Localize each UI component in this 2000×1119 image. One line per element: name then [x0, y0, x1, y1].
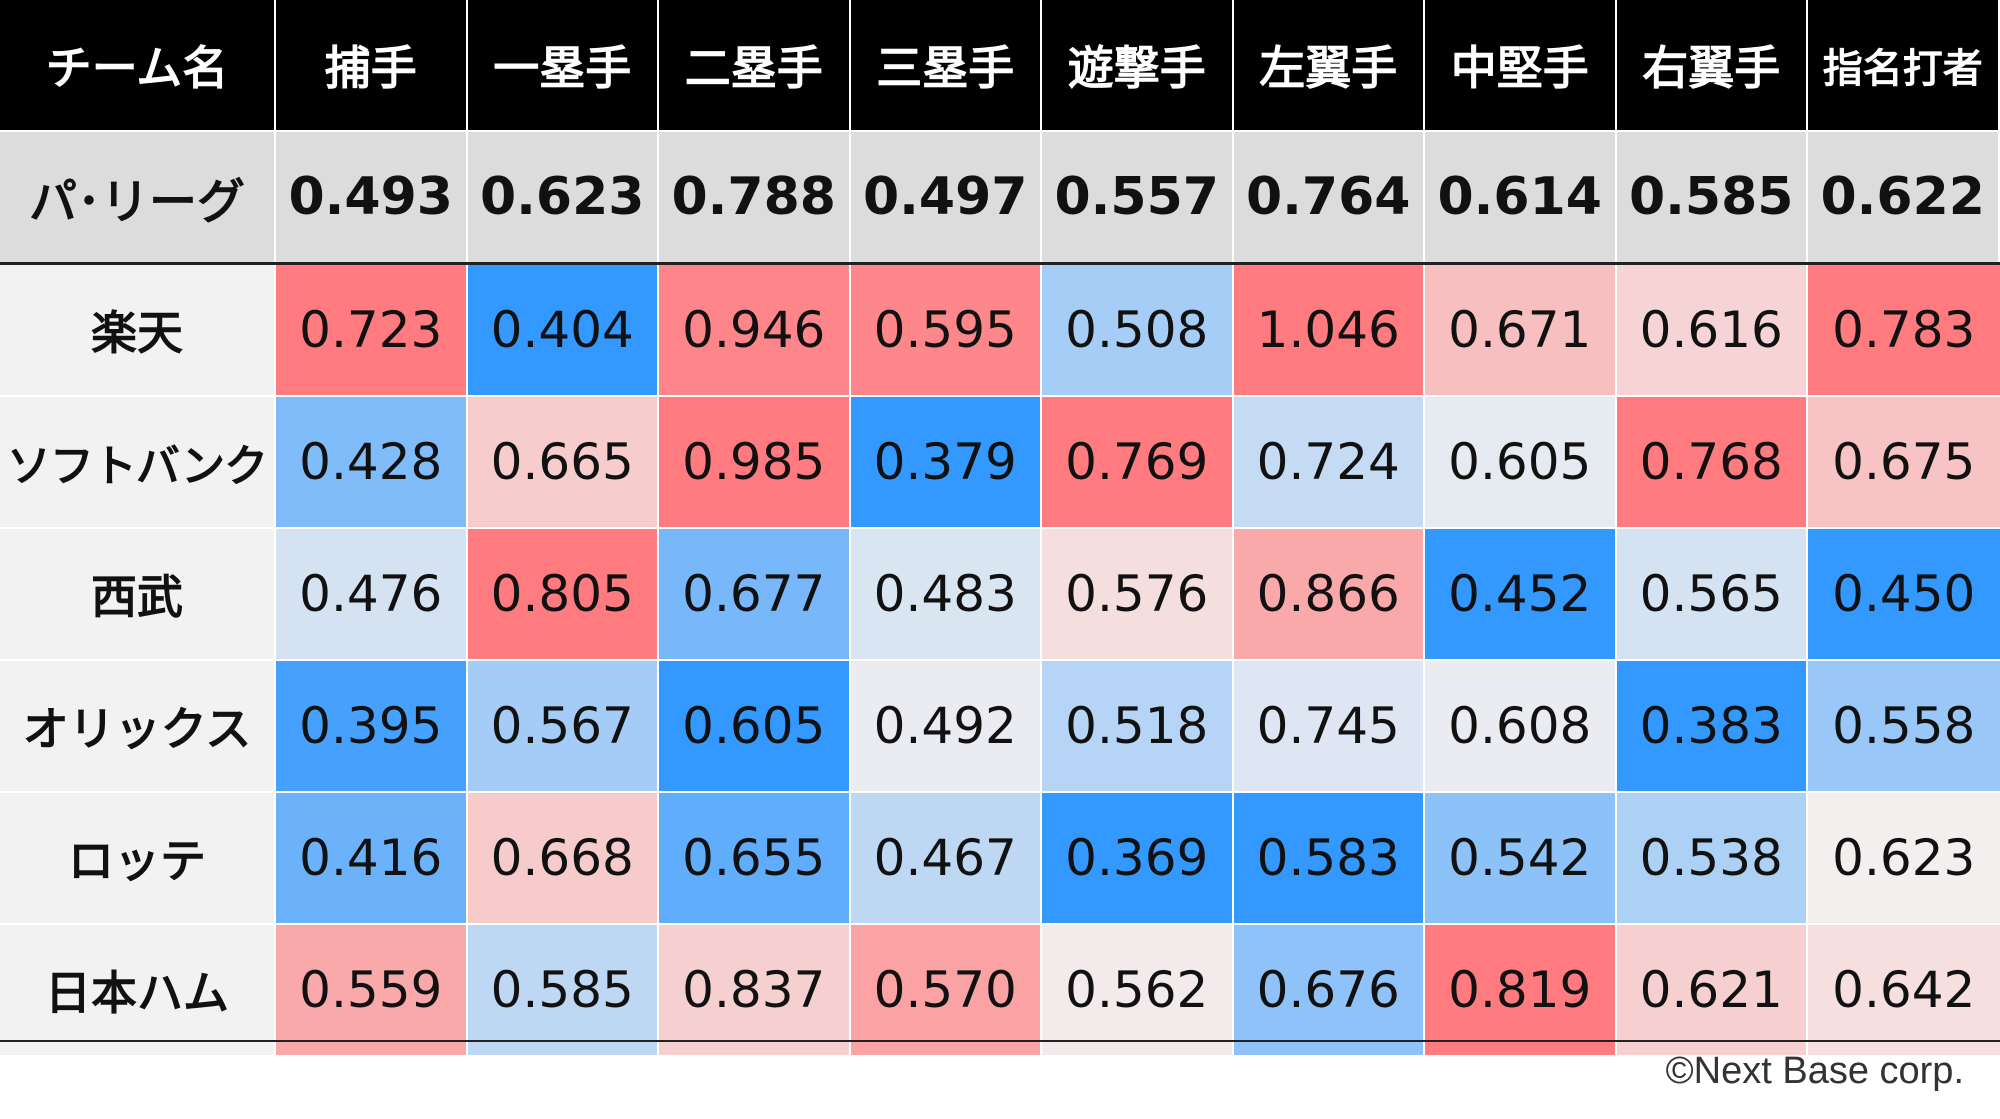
- league-value-catcher: 0.493: [276, 132, 468, 262]
- league-label: パ･リーグ: [0, 132, 276, 262]
- heatmap-cell-center-field: 0.452: [1425, 529, 1617, 659]
- heatmap-cell-center-field: 0.608: [1425, 661, 1617, 791]
- heatmap-cell-second-base: 0.985: [659, 397, 851, 527]
- heatmap-cell-shortstop: 0.562: [1042, 925, 1234, 1055]
- heatmap-cell-third-base: 0.483: [850, 529, 1042, 659]
- team-row: オリックス 0.395 0.567 0.605 0.492 0.518 0.745 0.608…: [0, 661, 2000, 793]
- heatmap-cell-shortstop: 0.576: [1042, 529, 1234, 659]
- heatmap-cell-catcher: 0.428: [276, 397, 468, 527]
- heatmap-cell-dh: 0.623: [1808, 793, 2000, 923]
- league-average-row: パ･リーグ 0.493 0.623 0.788 0.497 0.557 0.764 0.614…: [0, 130, 2000, 265]
- heatmap-cell-left-field: 0.724: [1233, 397, 1425, 527]
- team-name: ソフトバンク: [0, 397, 276, 527]
- team-name: ロッテ: [0, 793, 276, 923]
- team-rows: 楽天 0.723 0.404 0.946 0.595 0.508 1.046 0.671 0.6…: [0, 265, 2000, 1057]
- heatmap-cell-right-field: 0.616: [1616, 265, 1808, 395]
- heatmap-cell-first-base: 0.567: [467, 661, 659, 791]
- heatmap-table: チーム名 捕手 一塁手 二塁手 三塁手 遊撃手 左翼手 中堅手 右翼手 指名打者 パ･リーグ 0.4…: [0, 0, 2000, 1057]
- heatmap-cell-right-field: 0.768: [1616, 397, 1808, 527]
- team-row: ソフトバンク 0.428 0.665 0.985 0.379 0.769 0.724 0.60…: [0, 397, 2000, 529]
- heatmap-cell-first-base: 0.585: [467, 925, 659, 1055]
- heatmap-cell-catcher: 0.559: [276, 925, 468, 1055]
- heatmap-cell-catcher: 0.416: [276, 793, 468, 923]
- team-name: 日本ハム: [0, 925, 276, 1055]
- heatmap-cell-first-base: 0.404: [467, 265, 659, 395]
- team-row: 楽天 0.723 0.404 0.946 0.595 0.508 1.046 0.671 0.6…: [0, 265, 2000, 397]
- header-shortstop: 遊撃手: [1042, 0, 1234, 130]
- heatmap-cell-third-base: 0.492: [850, 661, 1042, 791]
- header-row: チーム名 捕手 一塁手 二塁手 三塁手 遊撃手 左翼手 中堅手 右翼手 指名打者: [0, 0, 2000, 130]
- header-dh: 指名打者: [1808, 0, 2000, 130]
- team-name: 西武: [0, 529, 276, 659]
- team-name: オリックス: [0, 661, 276, 791]
- heatmap-cell-shortstop: 0.369: [1042, 793, 1234, 923]
- heatmap-cell-first-base: 0.668: [467, 793, 659, 923]
- heatmap-cell-dh: 0.783: [1808, 265, 2000, 395]
- heatmap-cell-first-base: 0.805: [467, 529, 659, 659]
- heatmap-cell-left-field: 0.583: [1233, 793, 1425, 923]
- heatmap-cell-center-field: 0.819: [1425, 925, 1617, 1055]
- league-value-third-base: 0.497: [851, 132, 1042, 262]
- heatmap-cell-shortstop: 0.518: [1042, 661, 1234, 791]
- team-row: ロッテ 0.416 0.668 0.655 0.467 0.369 0.583 0.542 0.…: [0, 793, 2000, 925]
- heatmap-cell-first-base: 0.665: [467, 397, 659, 527]
- heatmap-cell-third-base: 0.570: [850, 925, 1042, 1055]
- header-third-base: 三塁手: [851, 0, 1042, 130]
- heatmap-cell-dh: 0.558: [1808, 661, 2000, 791]
- heatmap-cell-catcher: 0.476: [276, 529, 468, 659]
- header-center-field: 中堅手: [1425, 0, 1617, 130]
- heatmap-cell-right-field: 0.383: [1616, 661, 1808, 791]
- heatmap-cell-left-field: 1.046: [1233, 265, 1425, 395]
- heatmap-cell-right-field: 0.565: [1616, 529, 1808, 659]
- header-first-base: 一塁手: [468, 0, 659, 130]
- heatmap-cell-third-base: 0.379: [850, 397, 1042, 527]
- header-right-field: 右翼手: [1617, 0, 1808, 130]
- league-value-shortstop: 0.557: [1042, 132, 1234, 262]
- heatmap-cell-left-field: 0.866: [1233, 529, 1425, 659]
- heatmap-cell-second-base: 0.677: [659, 529, 851, 659]
- header-left-field: 左翼手: [1234, 0, 1425, 130]
- heatmap-cell-second-base: 0.655: [659, 793, 851, 923]
- league-value-right-field: 0.585: [1617, 132, 1808, 262]
- heatmap-cell-left-field: 0.676: [1233, 925, 1425, 1055]
- header-team-name: チーム名: [0, 0, 276, 130]
- heatmap-cell-dh: 0.450: [1808, 529, 2000, 659]
- credit-text: ©Next Base corp.: [1665, 1050, 1964, 1092]
- heatmap-cell-second-base: 0.946: [659, 265, 851, 395]
- team-name: 楽天: [0, 265, 276, 395]
- heatmap-cell-second-base: 0.837: [659, 925, 851, 1055]
- heatmap-cell-catcher: 0.723: [276, 265, 468, 395]
- header-second-base: 二塁手: [659, 0, 851, 130]
- team-row: 西武 0.476 0.805 0.677 0.483 0.576 0.866 0.452 0.5…: [0, 529, 2000, 661]
- league-value-left-field: 0.764: [1234, 132, 1425, 262]
- bottom-rule: [0, 1040, 2000, 1042]
- heatmap-cell-shortstop: 0.769: [1042, 397, 1234, 527]
- heatmap-cell-third-base: 0.595: [850, 265, 1042, 395]
- heatmap-cell-third-base: 0.467: [850, 793, 1042, 923]
- heatmap-cell-right-field: 0.621: [1616, 925, 1808, 1055]
- heatmap-cell-second-base: 0.605: [659, 661, 851, 791]
- header-catcher: 捕手: [276, 0, 468, 130]
- heatmap-cell-center-field: 0.671: [1425, 265, 1617, 395]
- heatmap-cell-dh: 0.642: [1808, 925, 2000, 1055]
- league-value-first-base: 0.623: [468, 132, 659, 262]
- league-value-second-base: 0.788: [659, 132, 851, 262]
- heatmap-cell-right-field: 0.538: [1616, 793, 1808, 923]
- heatmap-cell-catcher: 0.395: [276, 661, 468, 791]
- team-row: 日本ハム 0.559 0.585 0.837 0.570 0.562 0.676 0.819 0…: [0, 925, 2000, 1057]
- heatmap-cell-left-field: 0.745: [1233, 661, 1425, 791]
- heatmap-cell-center-field: 0.542: [1425, 793, 1617, 923]
- league-value-center-field: 0.614: [1425, 132, 1617, 262]
- heatmap-cell-center-field: 0.605: [1425, 397, 1617, 527]
- league-value-dh: 0.622: [1808, 132, 2000, 262]
- heatmap-cell-dh: 0.675: [1808, 397, 2000, 527]
- heatmap-cell-shortstop: 0.508: [1042, 265, 1234, 395]
